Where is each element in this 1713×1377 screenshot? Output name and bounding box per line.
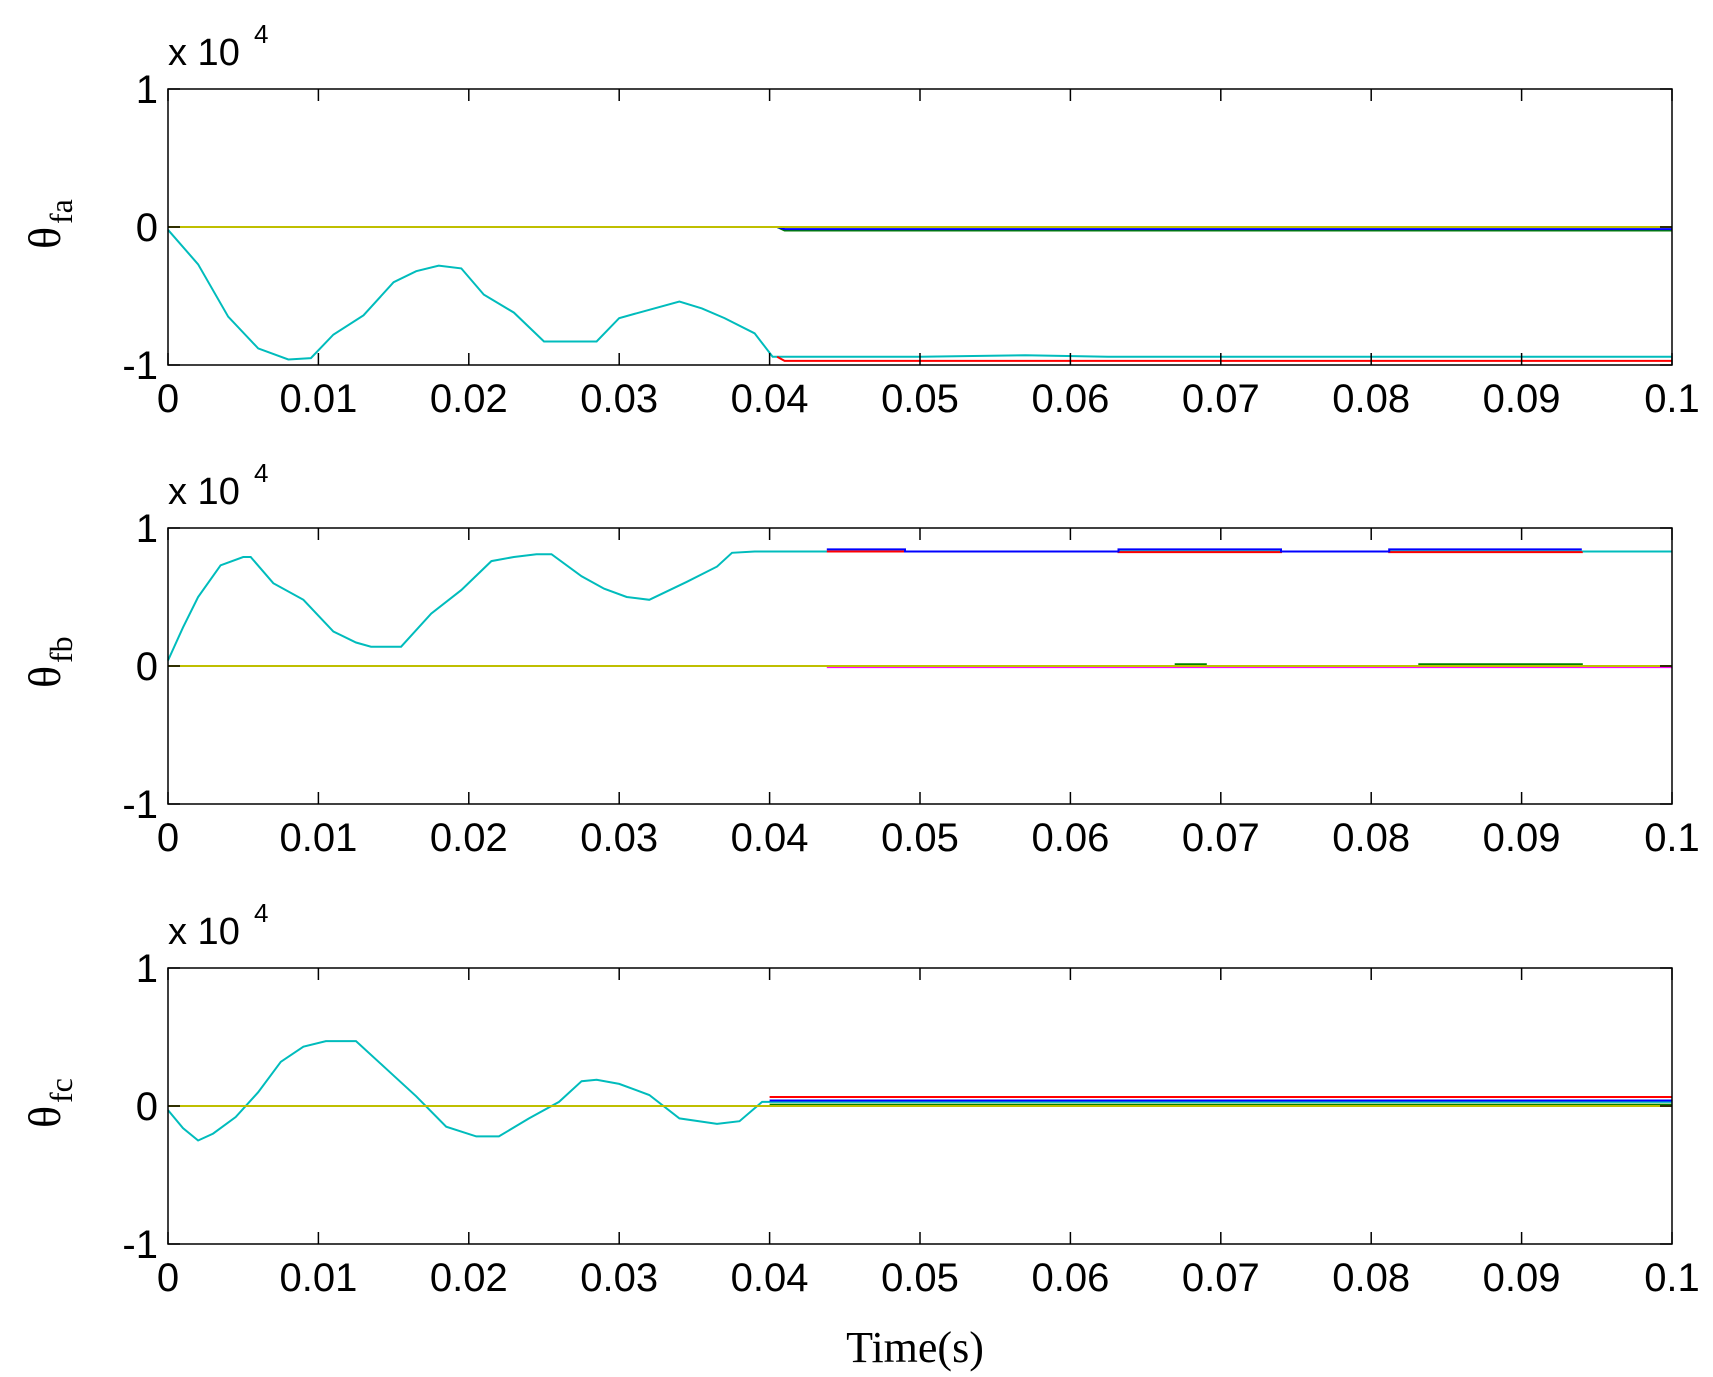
- series-line-1: [167, 1040, 1672, 1142]
- y-tick-label: 0: [136, 645, 158, 689]
- x-tick-label: 0.05: [881, 377, 959, 421]
- y-tick-label: 0: [136, 206, 158, 250]
- x-axis-label: Time(s): [846, 1323, 984, 1372]
- y-axis-label-subscript: fb: [43, 636, 79, 663]
- x-tick-label: 0.02: [430, 377, 508, 421]
- x-tick-label: 0.01: [279, 816, 357, 860]
- x-tick-label: 0.03: [580, 1256, 658, 1300]
- x-tick-label: 0.08: [1332, 377, 1410, 421]
- x-tick-label: 0.07: [1182, 377, 1260, 421]
- x-tick-label: 0.1: [1644, 816, 1700, 860]
- x-tick-label: 0.08: [1332, 1256, 1410, 1300]
- x-tick-label: 0.1: [1644, 1256, 1700, 1300]
- x-tick-label: 0.06: [1031, 1256, 1109, 1300]
- x-tick-label: 0.02: [430, 1256, 508, 1300]
- x-tick-label: 0.05: [881, 1256, 959, 1300]
- x-tick-label: 0.1: [1644, 377, 1700, 421]
- x-tick-label: 0.09: [1483, 816, 1561, 860]
- y-tick-label: 1: [136, 947, 158, 991]
- x-tick-label: 0.02: [430, 816, 508, 860]
- y-tick-label: -1: [122, 344, 158, 388]
- subplot-1: 0 0.01 0.02 0.03 0.04 0.05 0.06 0.07 0.08 0.09 0.1…: [19, 19, 1700, 421]
- x-tick-label: 0.09: [1483, 377, 1561, 421]
- y-tick-label: 1: [136, 507, 158, 551]
- subplot-2: 0 0.01 0.02 0.03 0.04 0.05 0.06 0.07 0.08 0.09 0.1…: [19, 458, 1700, 860]
- x-tick-label: 0.06: [1031, 816, 1109, 860]
- x-tick-label: 0.04: [731, 377, 809, 421]
- y-tick-label: -1: [122, 1223, 158, 1267]
- y-axis-label: θ fb: [19, 636, 79, 688]
- x-tick-label: 0.03: [580, 816, 658, 860]
- y-axis-label-symbol: θ: [19, 1106, 70, 1128]
- x-tick-label: 0.06: [1031, 377, 1109, 421]
- y-tick-label: 0: [136, 1085, 158, 1129]
- x-tick-label: 0.04: [731, 1256, 809, 1300]
- x-tick-label: 0: [157, 1256, 179, 1300]
- x-tick-label: 0.01: [279, 377, 357, 421]
- x-tick-label: 0: [157, 377, 179, 421]
- y-axis-label-symbol: θ: [19, 666, 70, 688]
- y-axis-label-subscript: fa: [43, 199, 79, 224]
- series-line-1: [167, 550, 1672, 661]
- x-tick-label: 0.01: [279, 1256, 357, 1300]
- exponent-label: x 10: [168, 32, 240, 74]
- y-axis-label-subscript: fc: [43, 1078, 79, 1103]
- x-tick-label: 0.03: [580, 377, 658, 421]
- y-tick-label: 1: [136, 68, 158, 112]
- series-line-2: [776, 355, 1672, 362]
- x-tick-label: 0.07: [1182, 1256, 1260, 1300]
- exponent-power: 4: [254, 19, 268, 49]
- exponent-label: x 10: [168, 911, 240, 953]
- y-axis-label-symbol: θ: [19, 227, 70, 249]
- x-tick-label: 0.08: [1332, 816, 1410, 860]
- x-tick-label: 0.07: [1182, 816, 1260, 860]
- exponent-power: 4: [254, 458, 268, 488]
- subplot-3: 0 0.01 0.02 0.03 0.04 0.05 0.06 0.07 0.08 0.09 0.1…: [19, 898, 1700, 1300]
- y-axis-label: θ fa: [19, 199, 79, 249]
- series-line-3: [826, 548, 1582, 553]
- series-line-1: [167, 229, 1672, 361]
- exponent-label: x 10: [168, 471, 240, 513]
- x-tick-label: 0.05: [881, 816, 959, 860]
- y-axis-label: θ fc: [19, 1078, 79, 1128]
- y-tick-label: -1: [122, 783, 158, 827]
- x-tick-label: 0.04: [731, 816, 809, 860]
- exponent-power: 4: [254, 898, 268, 928]
- x-tick-label: 0: [157, 816, 179, 860]
- x-tick-label: 0.09: [1483, 1256, 1561, 1300]
